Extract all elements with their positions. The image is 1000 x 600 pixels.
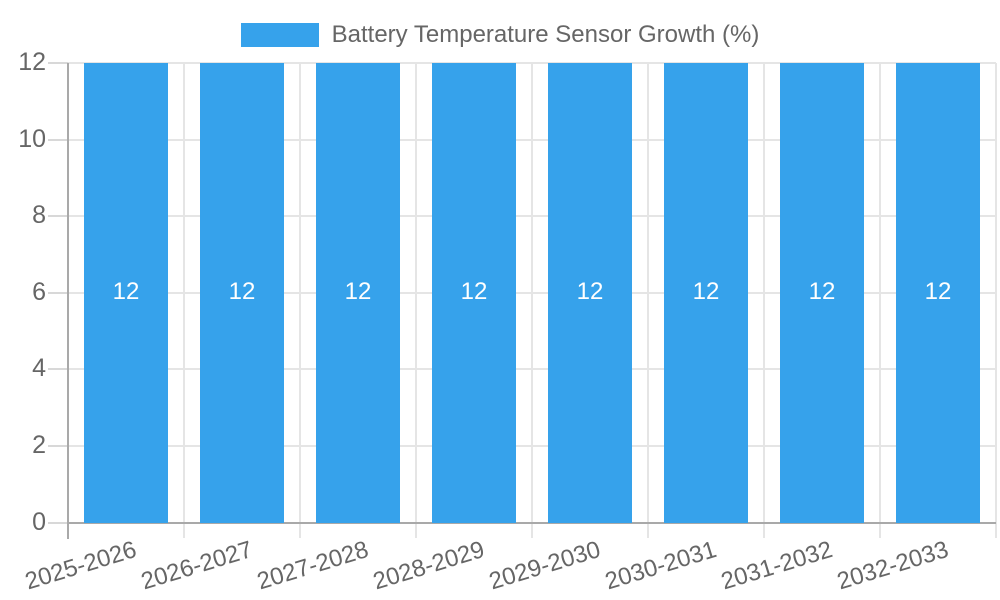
y-axis-tick-mark [48, 62, 68, 64]
x-tick-label: 2026-2027 [138, 535, 256, 595]
y-axis-tick-mark [48, 138, 68, 141]
y-tick-label: 8 [32, 201, 46, 230]
x-axis-tick-mark [183, 522, 185, 538]
x-axis-tick-mark [879, 522, 881, 538]
y-tick-label: 2 [32, 430, 46, 459]
bar[interactable] [84, 63, 168, 523]
y-tick-label: 6 [32, 277, 46, 306]
y-tick-label: 10 [18, 124, 46, 153]
bar-value-label: 12 [228, 277, 256, 305]
bar-value-label: 12 [344, 277, 372, 305]
y-tick-label: 12 [18, 48, 46, 76]
bar-value-label: 12 [112, 277, 140, 305]
bar[interactable] [780, 63, 864, 523]
bar[interactable] [316, 63, 400, 523]
y-axis-tick-mark [48, 444, 68, 447]
grid-line-v [879, 63, 881, 523]
x-axis-tick-mark [299, 522, 301, 538]
x-tick-label: 2029-2030 [486, 535, 604, 595]
bar-value-label: 12 [924, 277, 952, 305]
y-axis-tick-mark [48, 291, 68, 294]
bar-value-label: 12 [692, 277, 720, 305]
x-tick-label: 2031-2032 [718, 535, 836, 595]
bar[interactable] [896, 63, 980, 523]
grid-line-v [531, 63, 533, 523]
x-tick-label: 2032-2033 [834, 535, 952, 595]
x-axis-line [68, 521, 996, 524]
y-tick-label: 4 [32, 354, 46, 383]
grid-line-v [183, 63, 185, 523]
grid-line-v [647, 63, 649, 523]
legend-swatch [240, 23, 319, 47]
bar[interactable] [664, 63, 748, 523]
y-axis-tick-mark [48, 521, 68, 524]
y-axis-line [67, 63, 69, 539]
grid-line-v [415, 63, 417, 523]
x-axis-tick-mark [531, 522, 533, 538]
bar[interactable] [200, 63, 284, 523]
x-tick-label: 2025-2026 [22, 535, 140, 595]
legend-label: Battery Temperature Sensor Growth (%) [331, 21, 760, 48]
bar[interactable] [432, 63, 516, 523]
x-axis-tick-mark [995, 522, 997, 538]
bar-value-label: 12 [808, 277, 836, 305]
x-axis-tick-mark [647, 522, 649, 538]
y-axis-tick-mark [48, 368, 68, 371]
bar-value-label: 12 [576, 277, 604, 305]
bar-value-label: 12 [460, 277, 488, 305]
grid-line-v [995, 63, 997, 523]
x-axis-tick-mark [415, 522, 417, 538]
chart-legend[interactable]: Battery Temperature Sensor Growth (%) [0, 21, 1000, 49]
y-axis-tick-mark [48, 215, 68, 218]
grid-line-v [763, 63, 765, 523]
y-tick-label: 0 [32, 507, 46, 536]
bar[interactable] [548, 63, 632, 523]
x-tick-label: 2030-2031 [602, 535, 720, 595]
x-tick-label: 2028-2029 [370, 535, 488, 595]
grid-line-v [299, 63, 301, 523]
x-tick-label: 2027-2028 [254, 535, 372, 595]
x-axis-tick-mark [763, 522, 765, 538]
